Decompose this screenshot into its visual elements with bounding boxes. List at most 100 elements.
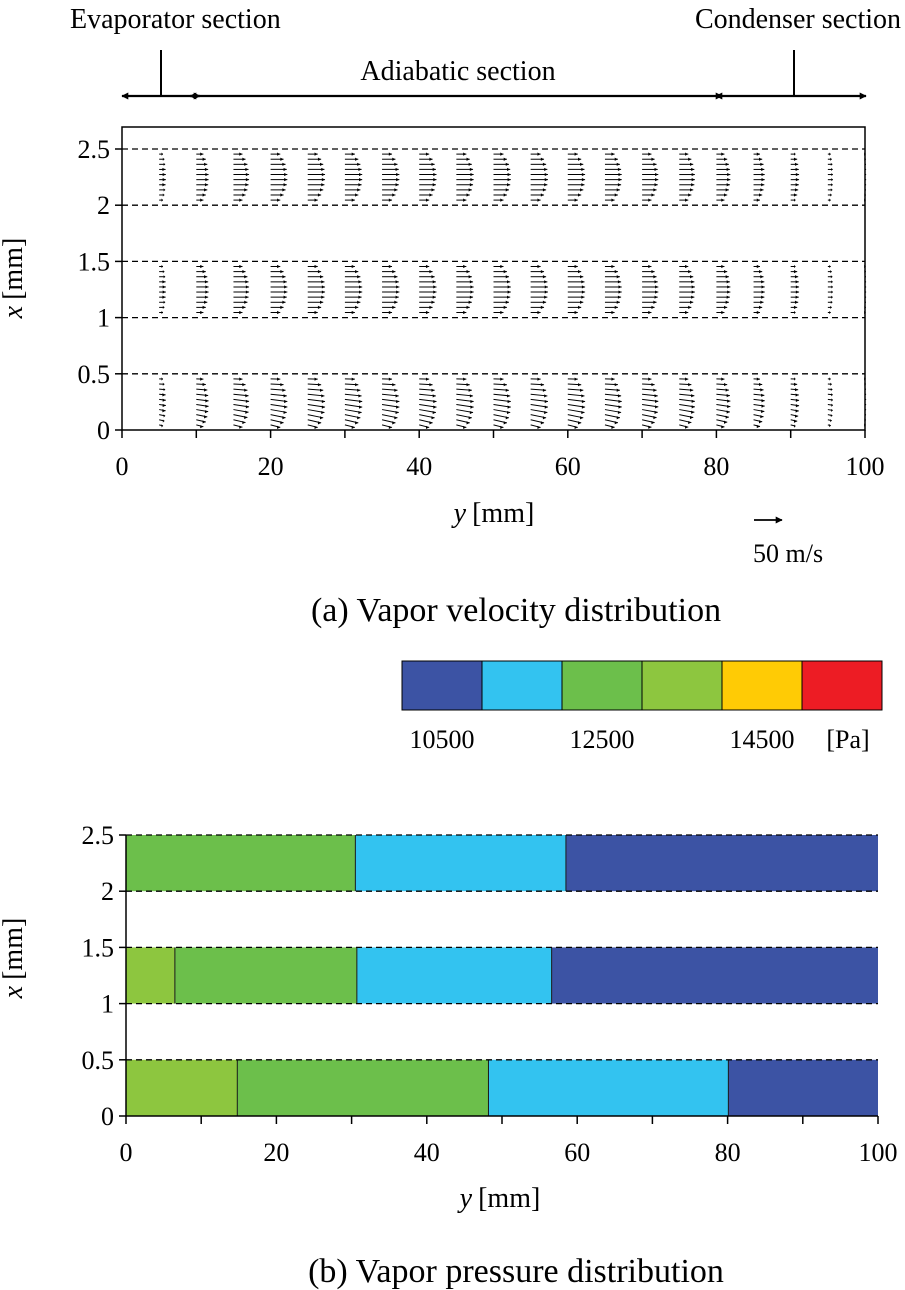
velocity-vector-head xyxy=(688,383,692,387)
velocity-vector-head xyxy=(470,172,474,177)
x-tick-label: 20 xyxy=(258,452,284,481)
velocity-vector-head xyxy=(283,295,287,299)
y-axis-var-a: x xyxy=(0,305,29,319)
velocity-vector-head xyxy=(320,162,324,166)
velocity-vector-head xyxy=(581,172,586,177)
velocity-vector-head xyxy=(864,387,866,391)
velocity-vector-head xyxy=(163,188,166,192)
velocity-vector-head xyxy=(758,305,763,309)
velocity-vector-head xyxy=(162,167,166,172)
velocity-vector-head xyxy=(321,167,325,172)
velocity-vector-head xyxy=(795,409,799,413)
velocity-vector-head xyxy=(795,393,799,397)
velocity-vector-head xyxy=(581,399,586,404)
velocity-vector-head xyxy=(469,167,474,172)
velocity-vector-head xyxy=(864,162,866,166)
velocity-profile xyxy=(344,377,363,430)
velocity-vector-head xyxy=(200,425,204,429)
velocity-vector-head xyxy=(654,167,658,172)
velocity-vector-head xyxy=(544,167,548,172)
velocity-vector-head xyxy=(425,264,430,269)
velocity-vector-head xyxy=(721,264,725,269)
velocity-vector-head xyxy=(721,310,725,315)
velocity-vector-head xyxy=(163,414,166,418)
velocity-vector-head xyxy=(831,403,833,407)
velocity-vector-head xyxy=(691,405,695,409)
velocity-vector-head xyxy=(617,167,622,172)
velocity-vector-head xyxy=(204,388,208,392)
velocity-vector-head xyxy=(358,285,363,289)
velocity-vector-head xyxy=(725,300,729,304)
plot-frame-a xyxy=(121,126,866,431)
velocity-vector-head xyxy=(358,394,362,398)
velocity-vector-head xyxy=(433,399,437,404)
velocity-profile xyxy=(493,264,511,315)
velocity-vector-head xyxy=(617,280,622,284)
velocity-vector-head xyxy=(618,178,622,182)
velocity-vector-head xyxy=(469,394,474,398)
velocity-vector-head xyxy=(756,424,760,429)
velocity-vector-head xyxy=(542,300,547,304)
velocity-vector-head xyxy=(432,394,436,398)
velocity-vector-head xyxy=(614,305,618,309)
velocity-vector-head xyxy=(655,285,659,289)
velocity-vector-head xyxy=(358,167,362,172)
velocity-vector-head xyxy=(830,162,833,166)
velocity-vector-head xyxy=(795,398,800,403)
velocity-vector-head xyxy=(204,393,209,398)
x-axis-unit-a: [mm] xyxy=(472,498,534,529)
velocity-profile xyxy=(790,264,800,315)
velocity-vector-head xyxy=(795,295,799,299)
velocity-vector-head xyxy=(500,377,504,381)
velocity-vector-head xyxy=(691,399,695,403)
velocity-vector-head xyxy=(542,162,547,166)
velocity-vector-head xyxy=(793,305,798,309)
velocity-profile xyxy=(381,377,400,430)
velocity-vectors xyxy=(159,152,867,430)
velocity-vector-head xyxy=(162,178,166,182)
velocity-vector-head xyxy=(537,310,541,315)
velocity-vector-head xyxy=(761,285,765,289)
velocity-vector-head xyxy=(394,300,398,304)
velocity-vector-head xyxy=(429,193,433,197)
velocity-vector-head xyxy=(542,188,547,192)
velocity-profile xyxy=(604,377,622,429)
velocity-vector-head xyxy=(351,198,355,202)
velocity-vector-head xyxy=(283,183,287,187)
velocity-vector-head xyxy=(283,394,287,398)
velocity-vector-head xyxy=(829,377,831,381)
velocity-vector-head xyxy=(433,172,437,177)
velocity-vector-head xyxy=(721,377,725,381)
velocity-vector-head xyxy=(544,295,548,299)
velocity-vector-head xyxy=(503,421,507,425)
velocity-vector-head xyxy=(466,157,470,161)
velocity-vector-head xyxy=(500,152,504,156)
pressure-band xyxy=(126,835,356,892)
velocity-vector-head xyxy=(321,183,325,187)
velocity-vector-head xyxy=(611,264,615,269)
velocity-vector-head xyxy=(794,162,799,166)
velocity-vector-head xyxy=(432,167,436,172)
velocity-vector-head xyxy=(758,382,763,387)
velocity-vector-head xyxy=(864,275,866,279)
velocity-vector-head xyxy=(580,188,584,192)
velocity-vector-head xyxy=(321,172,326,177)
velocity-vector-head xyxy=(723,157,728,161)
x-tick-label: 100 xyxy=(846,452,885,481)
velocity-vector-head xyxy=(654,410,658,414)
velocity-profile xyxy=(233,152,250,202)
velocity-profile xyxy=(456,377,474,430)
channel-boundaries-a xyxy=(122,148,865,375)
velocity-vector-head xyxy=(793,193,798,197)
velocity-vector-head xyxy=(202,420,206,424)
velocity-vector-head xyxy=(358,290,363,294)
velocity-profile xyxy=(456,152,474,202)
velocity-vector-head xyxy=(614,270,618,274)
x-tick-label: 40 xyxy=(414,1138,440,1167)
y-tick-label: 1.5 xyxy=(78,247,111,276)
colorbar-swatch xyxy=(481,660,563,711)
velocity-vector-head xyxy=(244,275,248,279)
velocity-vector-head xyxy=(205,399,209,403)
velocity-vector-head xyxy=(691,410,695,414)
velocity-vector-head xyxy=(244,162,248,166)
